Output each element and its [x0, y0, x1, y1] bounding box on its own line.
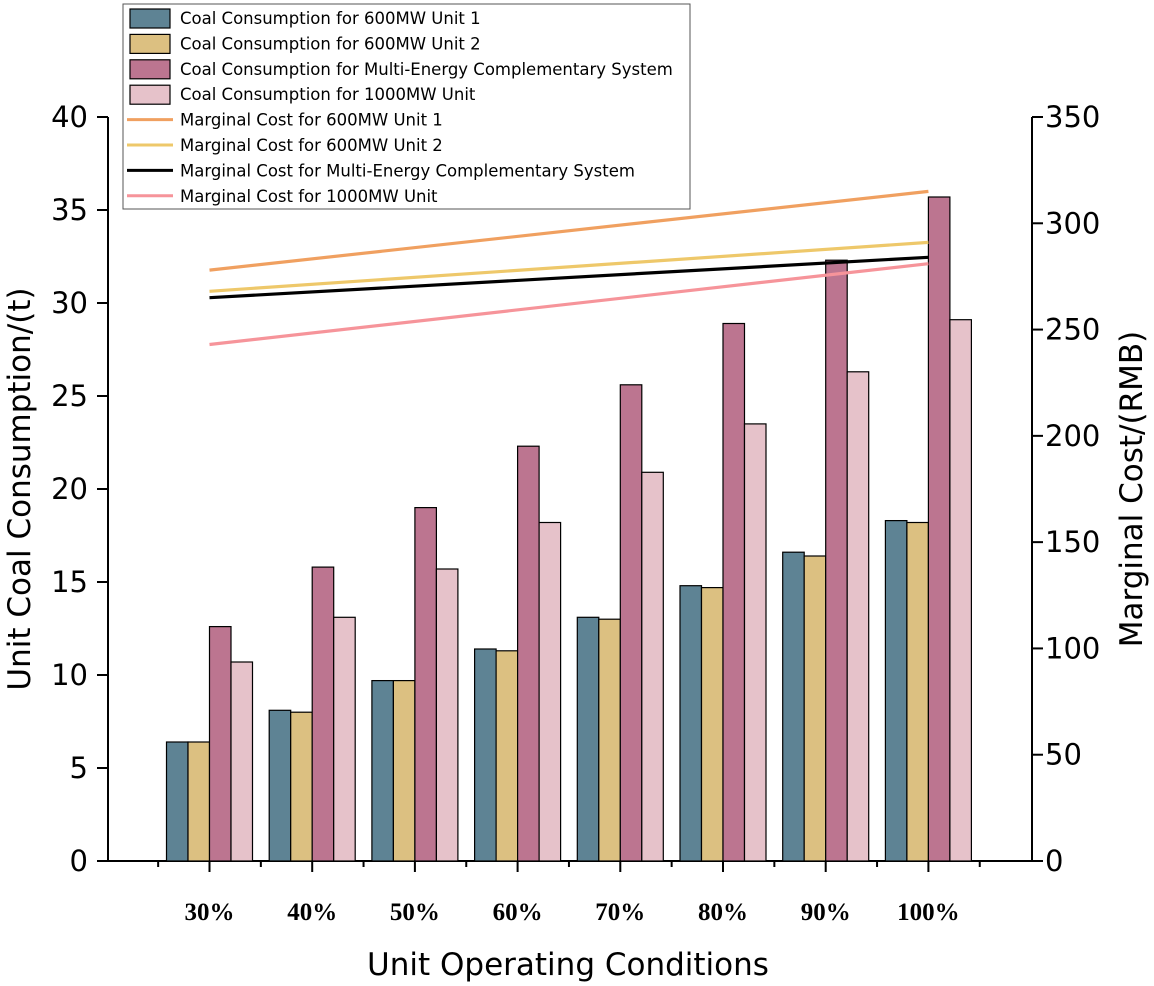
bar-s2-30pct	[187, 741, 211, 862]
x-tick-label-50pct: 50%	[390, 899, 440, 926]
left-y-axis-title: Unit Coal Consumption/(t)	[2, 287, 38, 690]
x-tick-label-70pct: 70%	[595, 899, 645, 926]
right-y-tick-label: 300	[1045, 206, 1100, 240]
line-series-4	[209, 262, 929, 347]
bar-s4-30pct	[230, 661, 254, 862]
right-y-tick-label: 350	[1045, 100, 1100, 134]
bar-s2-40pct	[290, 711, 313, 862]
bar-s3-70pct	[619, 384, 643, 862]
legend-label-line-2: Marginal Cost for 600MW Unit 2	[180, 136, 443, 155]
x-tick-label-90pct: 90%	[801, 899, 851, 926]
legend-label-bar-3: Coal Consumption for Multi-Energy Comple…	[180, 60, 673, 79]
axis-titles: Unit Operating Conditions Unit Coal Cons…	[2, 287, 1150, 983]
lines-group	[209, 189, 929, 347]
bar-s2-90pct	[803, 555, 827, 862]
bar-s3-80pct	[722, 322, 746, 862]
bar-s2-100pct	[906, 521, 930, 862]
bar-s4-100pct	[949, 319, 973, 862]
left-y-tick-label: 15	[51, 565, 88, 599]
bar-s1-60pct	[474, 648, 497, 862]
legend-label-bar-4: Coal Consumption for 1000MW Unit	[180, 85, 476, 104]
line-series-3	[209, 255, 929, 300]
x-tick-label-30pct: 30%	[185, 899, 235, 926]
left-y-tick-label: 25	[51, 379, 88, 413]
bar-s1-90pct	[782, 551, 805, 862]
bar-s4-80pct	[743, 423, 767, 862]
x-tick-label-60pct: 60%	[493, 899, 543, 926]
line-series-1	[209, 189, 929, 272]
bar-s4-50pct	[435, 568, 459, 862]
x-tick-label-80pct: 80%	[698, 899, 748, 926]
left-y-tick-label: 0	[70, 844, 88, 878]
legend-swatch-bar-3	[129, 59, 171, 80]
x-tick-label-40pct: 40%	[287, 899, 337, 926]
bar-s4-90pct	[846, 371, 870, 862]
right-y-axis-title: Marginal Cost/(RMB)	[1114, 331, 1150, 647]
legend-label-line-4: Marginal Cost for 1000MW Unit	[180, 187, 438, 206]
right-y-tick-label: 50	[1045, 738, 1082, 772]
right-y-tick-label: 200	[1045, 419, 1100, 453]
legend: Coal Consumption for 600MW Unit 1 Coal Co…	[122, 3, 691, 210]
left-y-tick-label: 5	[70, 751, 88, 785]
bar-s1-50pct	[371, 679, 394, 862]
left-y-tick-label: 10	[51, 658, 88, 692]
bar-s3-100pct	[927, 196, 951, 862]
right-y-tick-label: 0	[1045, 844, 1063, 878]
x-tick-label-100pct: 100%	[897, 899, 960, 926]
x-axis-title: Unit Operating Conditions	[367, 947, 769, 983]
left-y-tick-label: 35	[51, 193, 88, 227]
left-y-tick-label: 20	[51, 472, 88, 506]
line-series-2	[209, 240, 929, 293]
bar-s1-80pct	[679, 585, 703, 862]
bar-s4-40pct	[333, 616, 356, 862]
legend-swatch-bar-1	[129, 8, 171, 29]
bar-s1-40pct	[268, 709, 292, 862]
bar-s3-30pct	[208, 625, 232, 862]
legend-label-line-3: Marginal Cost for Multi-Energy Complemen…	[180, 161, 635, 180]
bar-s3-90pct	[825, 259, 848, 862]
bar-s2-80pct	[700, 586, 724, 862]
legend-label-line-1: Marginal Cost for 600MW Unit 1	[180, 111, 443, 130]
legend-swatch-bar-2	[129, 33, 171, 55]
left-y-tick-label: 40	[51, 100, 88, 134]
bar-s3-40pct	[311, 566, 335, 862]
right-y-tick-label: 100	[1045, 631, 1100, 665]
bar-s2-60pct	[495, 650, 519, 862]
left-y-tick-label: 30	[51, 286, 88, 320]
ticks-group: 0 5 10 15 20 25 30 35 40 0 50 100 150 200 250 300 350 30%…	[51, 100, 1100, 926]
legend-box	[122, 3, 691, 210]
bars-group	[165, 196, 973, 862]
bar-s4-60pct	[538, 521, 562, 862]
right-y-tick-label: 250	[1045, 313, 1100, 347]
legend-label-bar-1: Coal Consumption for 600MW Unit 1	[180, 9, 481, 28]
bar-s1-100pct	[884, 519, 908, 862]
legend-swatch-bar-4	[129, 84, 171, 105]
bar-s2-50pct	[392, 679, 416, 862]
bar-s1-30pct	[165, 741, 189, 862]
right-y-tick-label: 150	[1045, 525, 1100, 559]
bar-s3-50pct	[414, 507, 437, 862]
bar-s2-70pct	[598, 618, 621, 862]
bar-s1-70pct	[576, 616, 600, 862]
bar-s4-70pct	[641, 471, 664, 862]
legend-label-bar-2: Coal Consumption for 600MW Unit 2	[180, 34, 481, 53]
bar-s3-60pct	[516, 445, 540, 862]
